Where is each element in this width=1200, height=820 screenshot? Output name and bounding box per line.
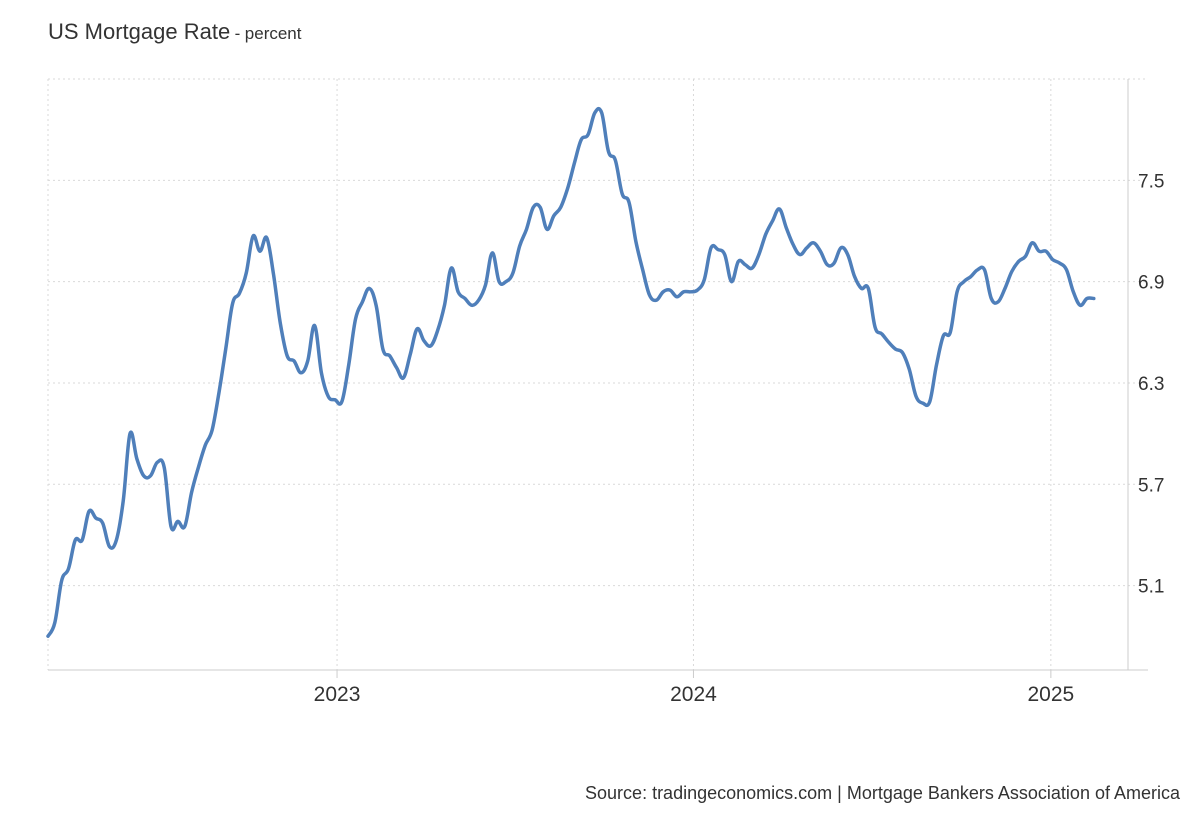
axis-layer (48, 79, 1148, 671)
chart-unit: percent (244, 24, 302, 43)
x-tick-label: 2023 (314, 683, 361, 706)
y-tick-label: 7.5 (1138, 171, 1164, 192)
y-tick-label: 6.9 (1138, 273, 1164, 294)
x-tick-label: 2025 (1027, 683, 1074, 706)
series-layer (46, 106, 1096, 638)
y-tick-label: 5.7 (1138, 475, 1164, 496)
chart-title-row: US Mortgage Rate - percent (48, 19, 301, 45)
source-credit: Source: tradingeconomics.com | Mortgage … (585, 783, 1180, 803)
y-tick-label: 5.1 (1138, 577, 1164, 598)
title-separator: - (234, 24, 241, 43)
x-tick-labels: 2023 2024 2025 (314, 683, 1075, 706)
y-tick-label: 6.3 (1138, 374, 1164, 395)
x-tick-label: 2024 (670, 683, 717, 706)
grid-layer (47, 78, 1148, 678)
y-tick-labels: 5.1 5.7 6.3 6.9 7.5 (1138, 171, 1164, 597)
chart-title: US Mortgage Rate (48, 19, 231, 44)
series-line (46, 106, 1096, 638)
